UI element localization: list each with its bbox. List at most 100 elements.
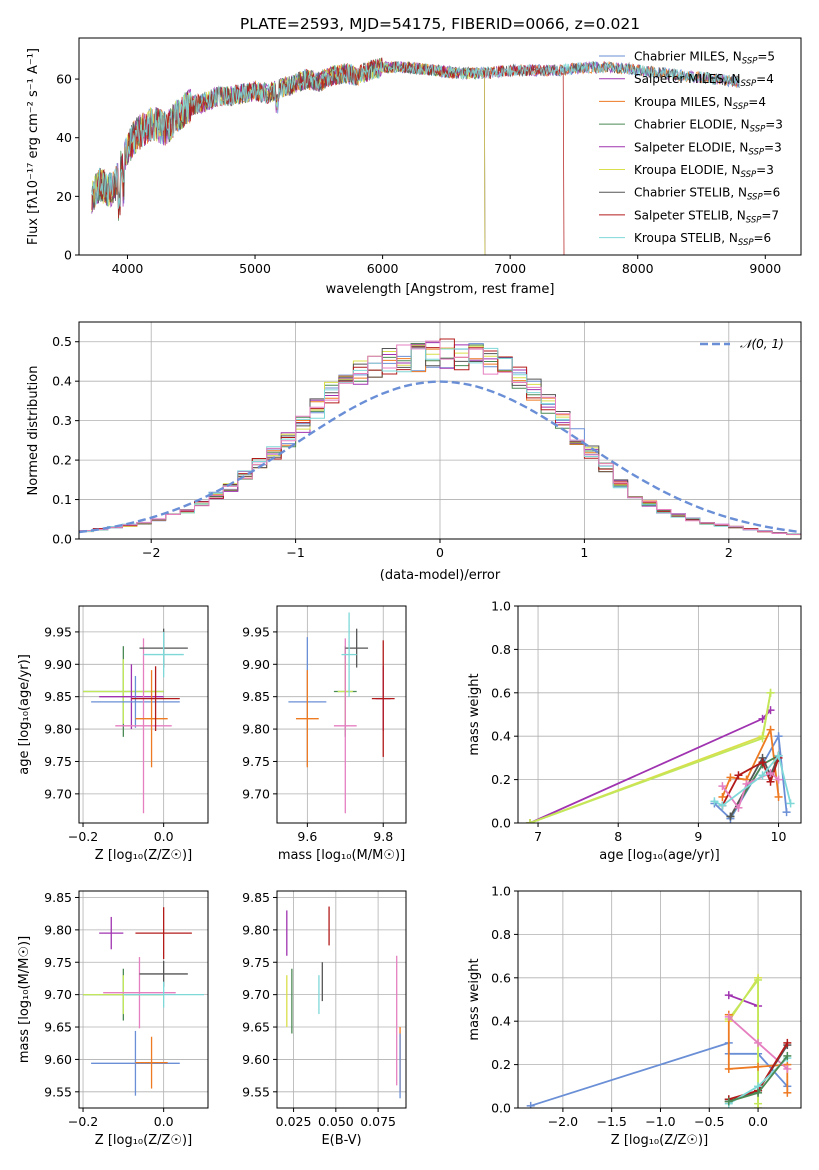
legend-label: Kroupa MILES, NSSP=4 [634,95,766,112]
legend-label: Chabrier MILES, NSSP=5 [634,50,775,67]
x-axis-label: mass [log₁₀(M/M☉)] [278,848,405,863]
plus-marker [766,777,775,786]
y-tick-label: 9.80 [44,922,72,937]
y-tick-label: 20 [56,189,72,204]
plus-marker [774,751,783,760]
y-tick-label: 0.6 [491,685,511,700]
legend: Chabrier MILES, NSSP=5 Salpeter MILES, NS… [599,50,783,248]
errorbar-point [83,659,164,724]
errorbar-point [135,670,168,768]
legend-label: 𝒩(0, 1) [740,337,784,351]
x-axis-label: Z [log₁₀(Z/Z☉)] [95,848,192,863]
errorbar-point [123,981,204,1008]
x-tick-label: −2.0 [548,1114,578,1129]
y-tick-label: 9.90 [44,657,72,672]
plus-marker [718,801,727,810]
y-tick-label: 9.60 [242,1052,270,1067]
x-tick-label: 7 [534,829,542,844]
y-axis-label: Normed distribution [26,366,41,496]
y-tick-label: 1.0 [491,884,511,899]
errorbar-point [135,907,192,960]
plus-marker [758,734,767,743]
x-tick-label: 4000 [112,261,144,276]
errorbar-point [131,666,180,732]
x-tick-label: 9 [694,829,702,844]
y-tick-label: 9.70 [44,987,72,1002]
legend-label: Salpeter STELIB, NSSP=7 [634,208,779,225]
legend-label: Salpeter ELODIE, NSSP=3 [634,140,782,157]
x-tick-label: 0 [436,545,444,560]
errorbars [286,906,401,1099]
plus-marker [724,1012,733,1021]
y-axis-label: mass weight [467,673,482,755]
plus-marker [786,799,795,808]
plus-marker [718,792,727,801]
y-tick-label: 9.75 [242,955,270,970]
legend-label: Kroupa STELIB, NSSP=6 [634,231,771,248]
x-axis-label: wavelength [Angstrom, rest frame] [326,282,555,297]
plus-marker [724,1097,733,1106]
x-tick-label: 0.0 [748,1114,768,1129]
y-tick-label: 9.75 [44,754,72,769]
x-tick-label: 9000 [749,261,781,276]
y-tick-label: 0.2 [52,453,72,468]
weight-line [529,709,772,823]
plus-marker [724,991,733,1000]
y-tick-label: 0.4 [491,729,511,744]
plus-marker [726,812,735,821]
x-axis-label: Z [log₁₀(Z/Z☉)] [611,1133,708,1148]
x-tick-label: 0.075 [360,1114,396,1129]
x-tick-label: −0.2 [68,829,98,844]
y-tick-label: 9.60 [44,1052,72,1067]
errorbars [83,907,204,1096]
weight-vs-Z-panel: 0.0 0.2 0.4 0.6 0.8 1.0 −2.0 −1.5 −1.0 −0.5 0.0 Z [… [467,884,802,1148]
plus-marker [783,1088,792,1097]
x-tick-label: 8 [614,829,622,844]
x-tick-label: −0.5 [694,1114,724,1129]
normal-curve [78,380,802,534]
plus-marker [724,1064,733,1073]
x-tick-label: −2 [142,545,160,560]
axes-frame [78,890,209,1109]
y-tick-label: 9.70 [242,786,270,801]
x-tick-label: 6000 [367,261,399,276]
y-tick-label: 9.80 [242,922,270,937]
plus-marker [758,758,767,767]
histograms [79,338,801,539]
plus-marker [774,792,783,801]
errorbar-point [371,640,395,757]
y-tick-label: 0 [64,248,72,263]
y-tick-label: 9.85 [44,890,72,905]
axes-frame [517,605,802,824]
mass-vs-EBV-panel: 9.55 9.60 9.65 9.70 9.75 9.80 9.85 0.025 0.050 0.… [242,890,407,1148]
x-axis-label: Z [log₁₀(Z/Z☉)] [95,1133,192,1148]
errorbars [83,628,188,814]
x-axis-label: E(B-V) [321,1133,361,1148]
x-tick-label: −0.2 [68,1114,98,1129]
y-tick-label: 9.80 [242,722,270,737]
y-axis-label: mass weight [467,958,482,1040]
plus-marker [526,1101,535,1108]
x-tick-label: −1 [286,545,304,560]
plus-marker [754,1062,763,1071]
histogram-series [79,340,801,539]
spectrum-line [91,57,565,255]
plus-marker [783,1038,792,1047]
plus-marker [718,782,727,791]
y-tick-label: 0.0 [52,532,72,547]
plus-marker [783,1064,792,1073]
y-tick-label: 0.1 [52,492,72,507]
errorbar-point [135,1036,168,1089]
x-axis-label: age [log₁₀(age/yr)] [599,848,720,863]
y-tick-label: 0.4 [52,374,72,389]
y-tick-label: 9.95 [44,624,72,639]
plus-marker [766,688,775,697]
y-tick-label: 9.80 [44,722,72,737]
spectrum-line [91,60,740,209]
axes-frame [78,605,209,824]
y-tick-label: 9.90 [242,657,270,672]
errorbar-point [341,612,357,697]
x-axis-label: (data-model)/error [380,568,501,583]
weight-lines [526,973,792,1108]
